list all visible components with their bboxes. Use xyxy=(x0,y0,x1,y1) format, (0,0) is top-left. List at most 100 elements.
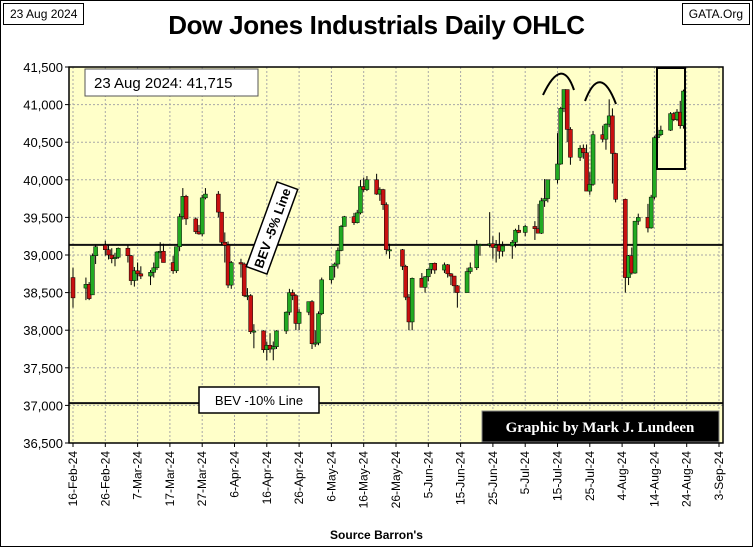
ohlc-bar xyxy=(409,278,415,323)
ohlc-bar xyxy=(219,211,224,243)
x-tick-label: 25-Jul-24 xyxy=(583,451,597,501)
ohlc-bar xyxy=(584,152,589,192)
ohlc-bar xyxy=(222,241,228,246)
ohlc-bar xyxy=(109,254,115,260)
ohlc-bar xyxy=(474,244,479,269)
x-tick-label: 6-May-24 xyxy=(324,451,338,502)
ohlc-bars-layer xyxy=(70,89,686,361)
x-axis-title: Source Barron's xyxy=(330,528,423,542)
ohlc-bar xyxy=(138,273,144,277)
x-tick-label: 5-Jul-24 xyxy=(518,451,532,495)
x-tick-label: 4-Aug-24 xyxy=(615,451,629,501)
ohlc-bar xyxy=(539,200,544,234)
highlight-box xyxy=(656,67,686,170)
y-tick-label: 37,000 xyxy=(23,398,63,413)
ohlc-bar xyxy=(558,108,563,165)
ohlc-bar xyxy=(338,226,344,251)
ohlc-bar xyxy=(283,311,289,332)
x-tick-label: 6-Apr-24 xyxy=(228,451,242,498)
ohlc-bar xyxy=(581,147,586,153)
ohlc-bar xyxy=(238,262,244,265)
y-tick-label: 39,500 xyxy=(23,210,63,225)
x-tick-label: 24-Aug-24 xyxy=(680,451,694,507)
ohlc-bar xyxy=(464,271,470,293)
ohlc-bar xyxy=(296,311,302,324)
credit-box: Graphic by Mark J. Lundeen xyxy=(481,410,720,443)
ohlc-bar xyxy=(432,263,438,271)
ohlc-bar xyxy=(448,273,454,277)
ohlc-bar xyxy=(177,216,182,247)
x-tick-label: 26-Feb-24 xyxy=(98,451,112,507)
ohlc-bar xyxy=(545,179,551,199)
ohlc-bar xyxy=(445,264,450,275)
ohlc-bar xyxy=(112,257,118,260)
ohlc-bar xyxy=(468,267,473,272)
ohlc-bar xyxy=(658,129,664,135)
chart-title: Dow Jones Industrials Daily OHLC xyxy=(168,10,585,40)
last-value-box: 23 Aug 2024: 41,715 xyxy=(84,68,259,97)
ohlc-bar xyxy=(542,198,547,202)
ohlc-bar xyxy=(174,246,179,272)
ohlc-bar xyxy=(248,295,253,332)
ohlc-bar xyxy=(261,330,266,351)
x-tick-label: 25-Jun-24 xyxy=(486,451,500,505)
x-tick-label: 16-May-24 xyxy=(357,451,371,509)
ohlc-bar xyxy=(241,263,247,296)
ohlc-bar xyxy=(309,301,315,344)
x-tick-label: 17-Mar-24 xyxy=(163,451,177,507)
ohlc-bar xyxy=(623,199,628,278)
ohlc-bar xyxy=(613,153,618,200)
last-value-label: 23 Aug 2024: 41,715 xyxy=(94,75,232,92)
ohlc-bar xyxy=(451,275,457,287)
ohlc-bar xyxy=(229,262,234,286)
site-label: GATA.Org xyxy=(681,3,750,25)
ohlc-bar xyxy=(522,226,528,233)
ohlc-bar xyxy=(426,269,431,278)
ohlc-bar xyxy=(400,249,405,267)
ohlc-bar xyxy=(103,244,108,250)
ohlc-bar xyxy=(610,115,615,154)
ohlc-bar xyxy=(632,220,638,274)
ohlc-bar xyxy=(335,250,341,265)
ohlc-bar xyxy=(70,277,76,299)
ohlc-bar xyxy=(329,266,334,281)
ohlc-bar xyxy=(251,330,257,333)
x-tick-label: 15-Jul-24 xyxy=(551,451,565,501)
ohlc-bar xyxy=(603,123,609,140)
ohlc-bar xyxy=(293,295,299,324)
ohlc-bar xyxy=(193,218,198,232)
x-tick-label: 16-Feb-24 xyxy=(66,451,80,507)
y-tick-label: 40,000 xyxy=(23,173,63,188)
y-tick-label: 38,000 xyxy=(23,323,63,338)
y-tick-label: 39,000 xyxy=(23,248,63,263)
ohlc-bar xyxy=(203,193,208,199)
ohlc-bar xyxy=(287,292,292,313)
ohlc-bar xyxy=(313,342,318,345)
ohlc-bar xyxy=(132,270,137,281)
ohlc-bar xyxy=(564,89,570,130)
ohlc-bar xyxy=(199,197,205,235)
ohlc-bar xyxy=(358,186,363,214)
ohlc-bar xyxy=(374,179,379,195)
y-tick-label: 40,500 xyxy=(23,135,63,150)
ohlc-bar xyxy=(135,270,140,275)
x-tick-label: 3-Sep-24 xyxy=(712,451,726,501)
ohlc-bar xyxy=(455,285,460,293)
ohlc-bar xyxy=(183,196,189,220)
ohlc-bar xyxy=(115,247,121,258)
top-arc-2 xyxy=(584,81,617,105)
ohlc-bar xyxy=(106,249,111,256)
ohlc-bar xyxy=(93,246,98,257)
x-tick-label: 5-Jun-24 xyxy=(421,451,435,499)
ohlc-bar xyxy=(668,113,673,131)
ohlc-bar xyxy=(587,184,593,192)
x-tick-label: 16-Apr-24 xyxy=(260,451,274,505)
ohlc-bar xyxy=(128,255,134,281)
y-tick-label: 38,500 xyxy=(23,286,63,301)
ohlc-bar xyxy=(274,330,279,347)
x-tick-label: 26-May-24 xyxy=(389,451,403,509)
ohlc-bar xyxy=(354,212,360,223)
date-label: 23 Aug 2024 xyxy=(3,3,85,25)
ohlc-bar xyxy=(151,267,156,273)
